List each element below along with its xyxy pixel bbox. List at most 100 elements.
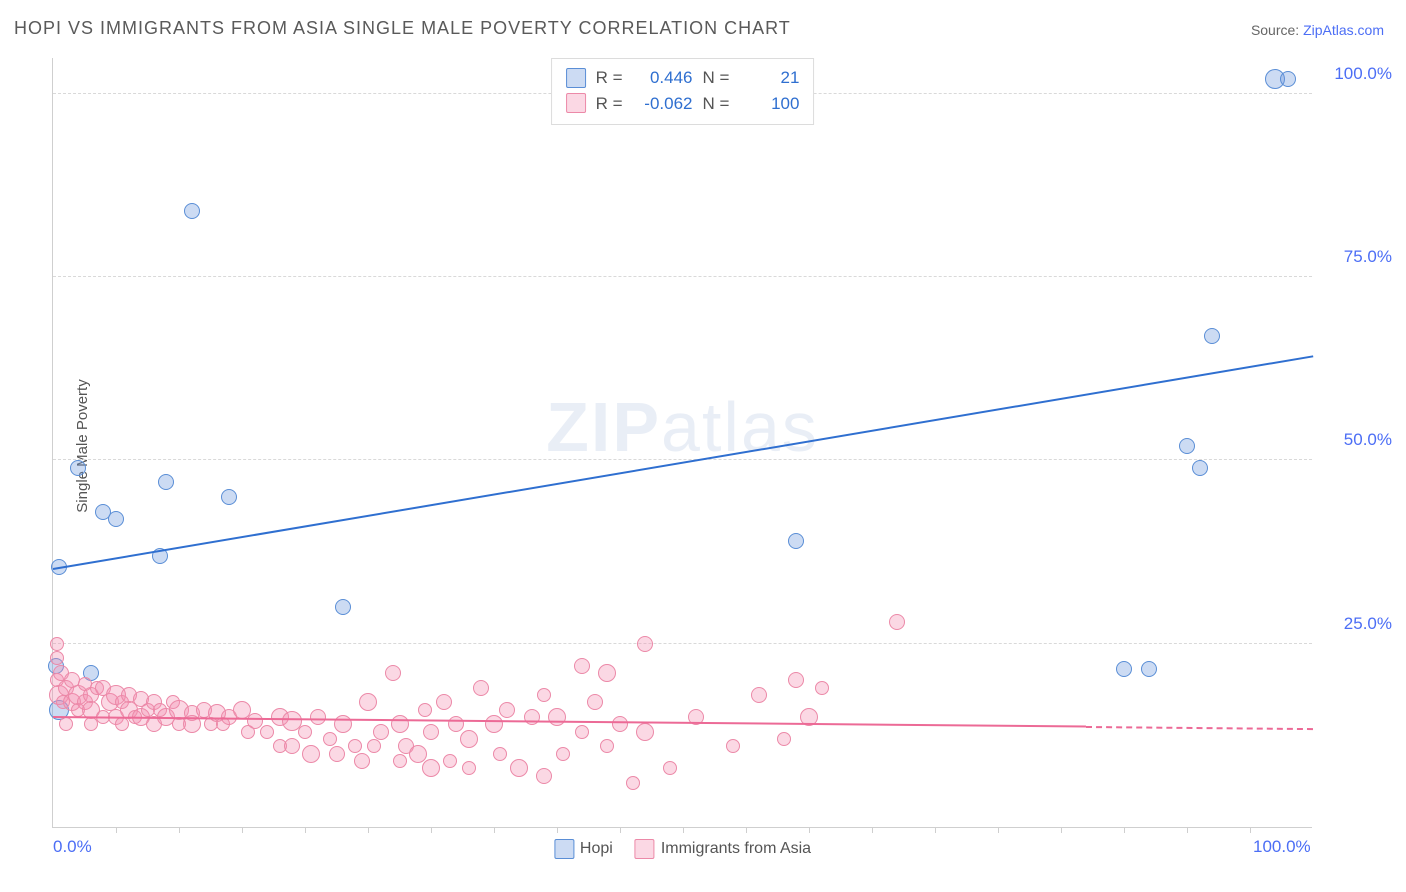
chart-title: HOPI VS IMMIGRANTS FROM ASIA SINGLE MALE…: [14, 18, 791, 39]
x-tick-mark: [809, 827, 810, 833]
trend-line-dashed: [1086, 726, 1313, 730]
x-tick-mark: [1124, 827, 1125, 833]
data-point: [418, 703, 432, 717]
data-point: [575, 725, 589, 739]
data-point: [751, 687, 767, 703]
data-point: [354, 753, 370, 769]
data-point: [485, 715, 503, 733]
data-point: [598, 664, 616, 682]
data-point: [385, 665, 401, 681]
legend-n-label: N =: [703, 91, 730, 117]
legend-swatch-blue: [554, 839, 574, 859]
data-point: [260, 725, 274, 739]
data-point: [460, 730, 478, 748]
legend-n-value-asia: 100: [739, 91, 799, 117]
data-point: [1141, 661, 1157, 677]
data-point: [473, 680, 489, 696]
data-point: [423, 724, 439, 740]
data-point: [391, 715, 409, 733]
x-tick-mark: [620, 827, 621, 833]
watermark-light: atlas: [661, 388, 819, 466]
correlation-legend: R = 0.446 N = 21 R = -0.062 N = 100: [551, 58, 815, 125]
trend-line: [53, 356, 1313, 571]
legend-swatch-blue: [566, 68, 586, 88]
data-point: [1280, 71, 1296, 87]
y-tick-label: 100.0%: [1322, 64, 1392, 84]
scatter-plot-area: ZIPatlas R = 0.446 N = 21 R = -0.062 N =…: [52, 58, 1312, 828]
data-point: [510, 759, 528, 777]
data-point: [1179, 438, 1195, 454]
data-point: [493, 747, 507, 761]
x-tick-mark: [368, 827, 369, 833]
x-tick-mark: [872, 827, 873, 833]
y-tick-label: 50.0%: [1322, 430, 1392, 450]
x-tick-mark: [242, 827, 243, 833]
data-point: [537, 688, 551, 702]
y-tick-label: 25.0%: [1322, 614, 1392, 634]
data-point: [436, 694, 452, 710]
data-point: [889, 614, 905, 630]
data-point: [612, 716, 628, 732]
x-tick-mark: [746, 827, 747, 833]
data-point: [247, 713, 263, 729]
x-tick-mark: [1250, 827, 1251, 833]
legend-label-hopi: Hopi: [580, 840, 613, 857]
data-point: [637, 636, 653, 652]
data-point: [335, 599, 351, 615]
legend-r-value-hopi: 0.446: [633, 65, 693, 91]
data-point: [556, 747, 570, 761]
data-point: [50, 651, 64, 665]
data-point: [367, 739, 381, 753]
legend-swatch-pink: [566, 93, 586, 113]
data-point: [310, 709, 326, 725]
legend-r-value-asia: -0.062: [633, 91, 693, 117]
source-credit: Source: ZipAtlas.com: [1251, 22, 1384, 38]
data-point: [726, 739, 740, 753]
data-point: [158, 474, 174, 490]
data-point: [221, 489, 237, 505]
x-tick-mark: [935, 827, 936, 833]
data-point: [777, 732, 791, 746]
legend-item-asia: Immigrants from Asia: [635, 839, 811, 859]
x-tick-mark: [557, 827, 558, 833]
data-point: [422, 759, 440, 777]
data-point: [373, 724, 389, 740]
x-tick-mark: [116, 827, 117, 833]
legend-row-hopi: R = 0.446 N = 21: [566, 65, 800, 91]
x-tick-mark: [305, 827, 306, 833]
grid-line: [53, 643, 1312, 644]
data-point: [393, 754, 407, 768]
data-point: [574, 658, 590, 674]
data-point: [548, 708, 566, 726]
x-tick-mark: [179, 827, 180, 833]
x-tick-mark: [431, 827, 432, 833]
legend-swatch-pink: [635, 839, 655, 859]
legend-label-asia: Immigrants from Asia: [661, 840, 811, 857]
grid-line: [53, 276, 1312, 277]
series-legend: Hopi Immigrants from Asia: [554, 839, 811, 859]
watermark: ZIPatlas: [546, 387, 819, 467]
grid-line: [53, 459, 1312, 460]
data-point: [536, 768, 552, 784]
data-point: [626, 776, 640, 790]
source-link[interactable]: ZipAtlas.com: [1303, 22, 1384, 38]
data-point: [443, 754, 457, 768]
x-tick-label: 100.0%: [1253, 837, 1311, 857]
data-point: [587, 694, 603, 710]
data-point: [788, 672, 804, 688]
data-point: [348, 739, 362, 753]
data-point: [788, 533, 804, 549]
data-point: [323, 732, 337, 746]
x-tick-mark: [998, 827, 999, 833]
legend-item-hopi: Hopi: [554, 839, 613, 859]
legend-n-label: N =: [703, 65, 730, 91]
y-tick-label: 75.0%: [1322, 247, 1392, 267]
data-point: [302, 745, 320, 763]
data-point: [50, 637, 64, 651]
data-point: [184, 203, 200, 219]
data-point: [298, 725, 312, 739]
x-tick-mark: [494, 827, 495, 833]
x-tick-mark: [683, 827, 684, 833]
x-tick-mark: [1187, 827, 1188, 833]
legend-r-label: R =: [596, 65, 623, 91]
